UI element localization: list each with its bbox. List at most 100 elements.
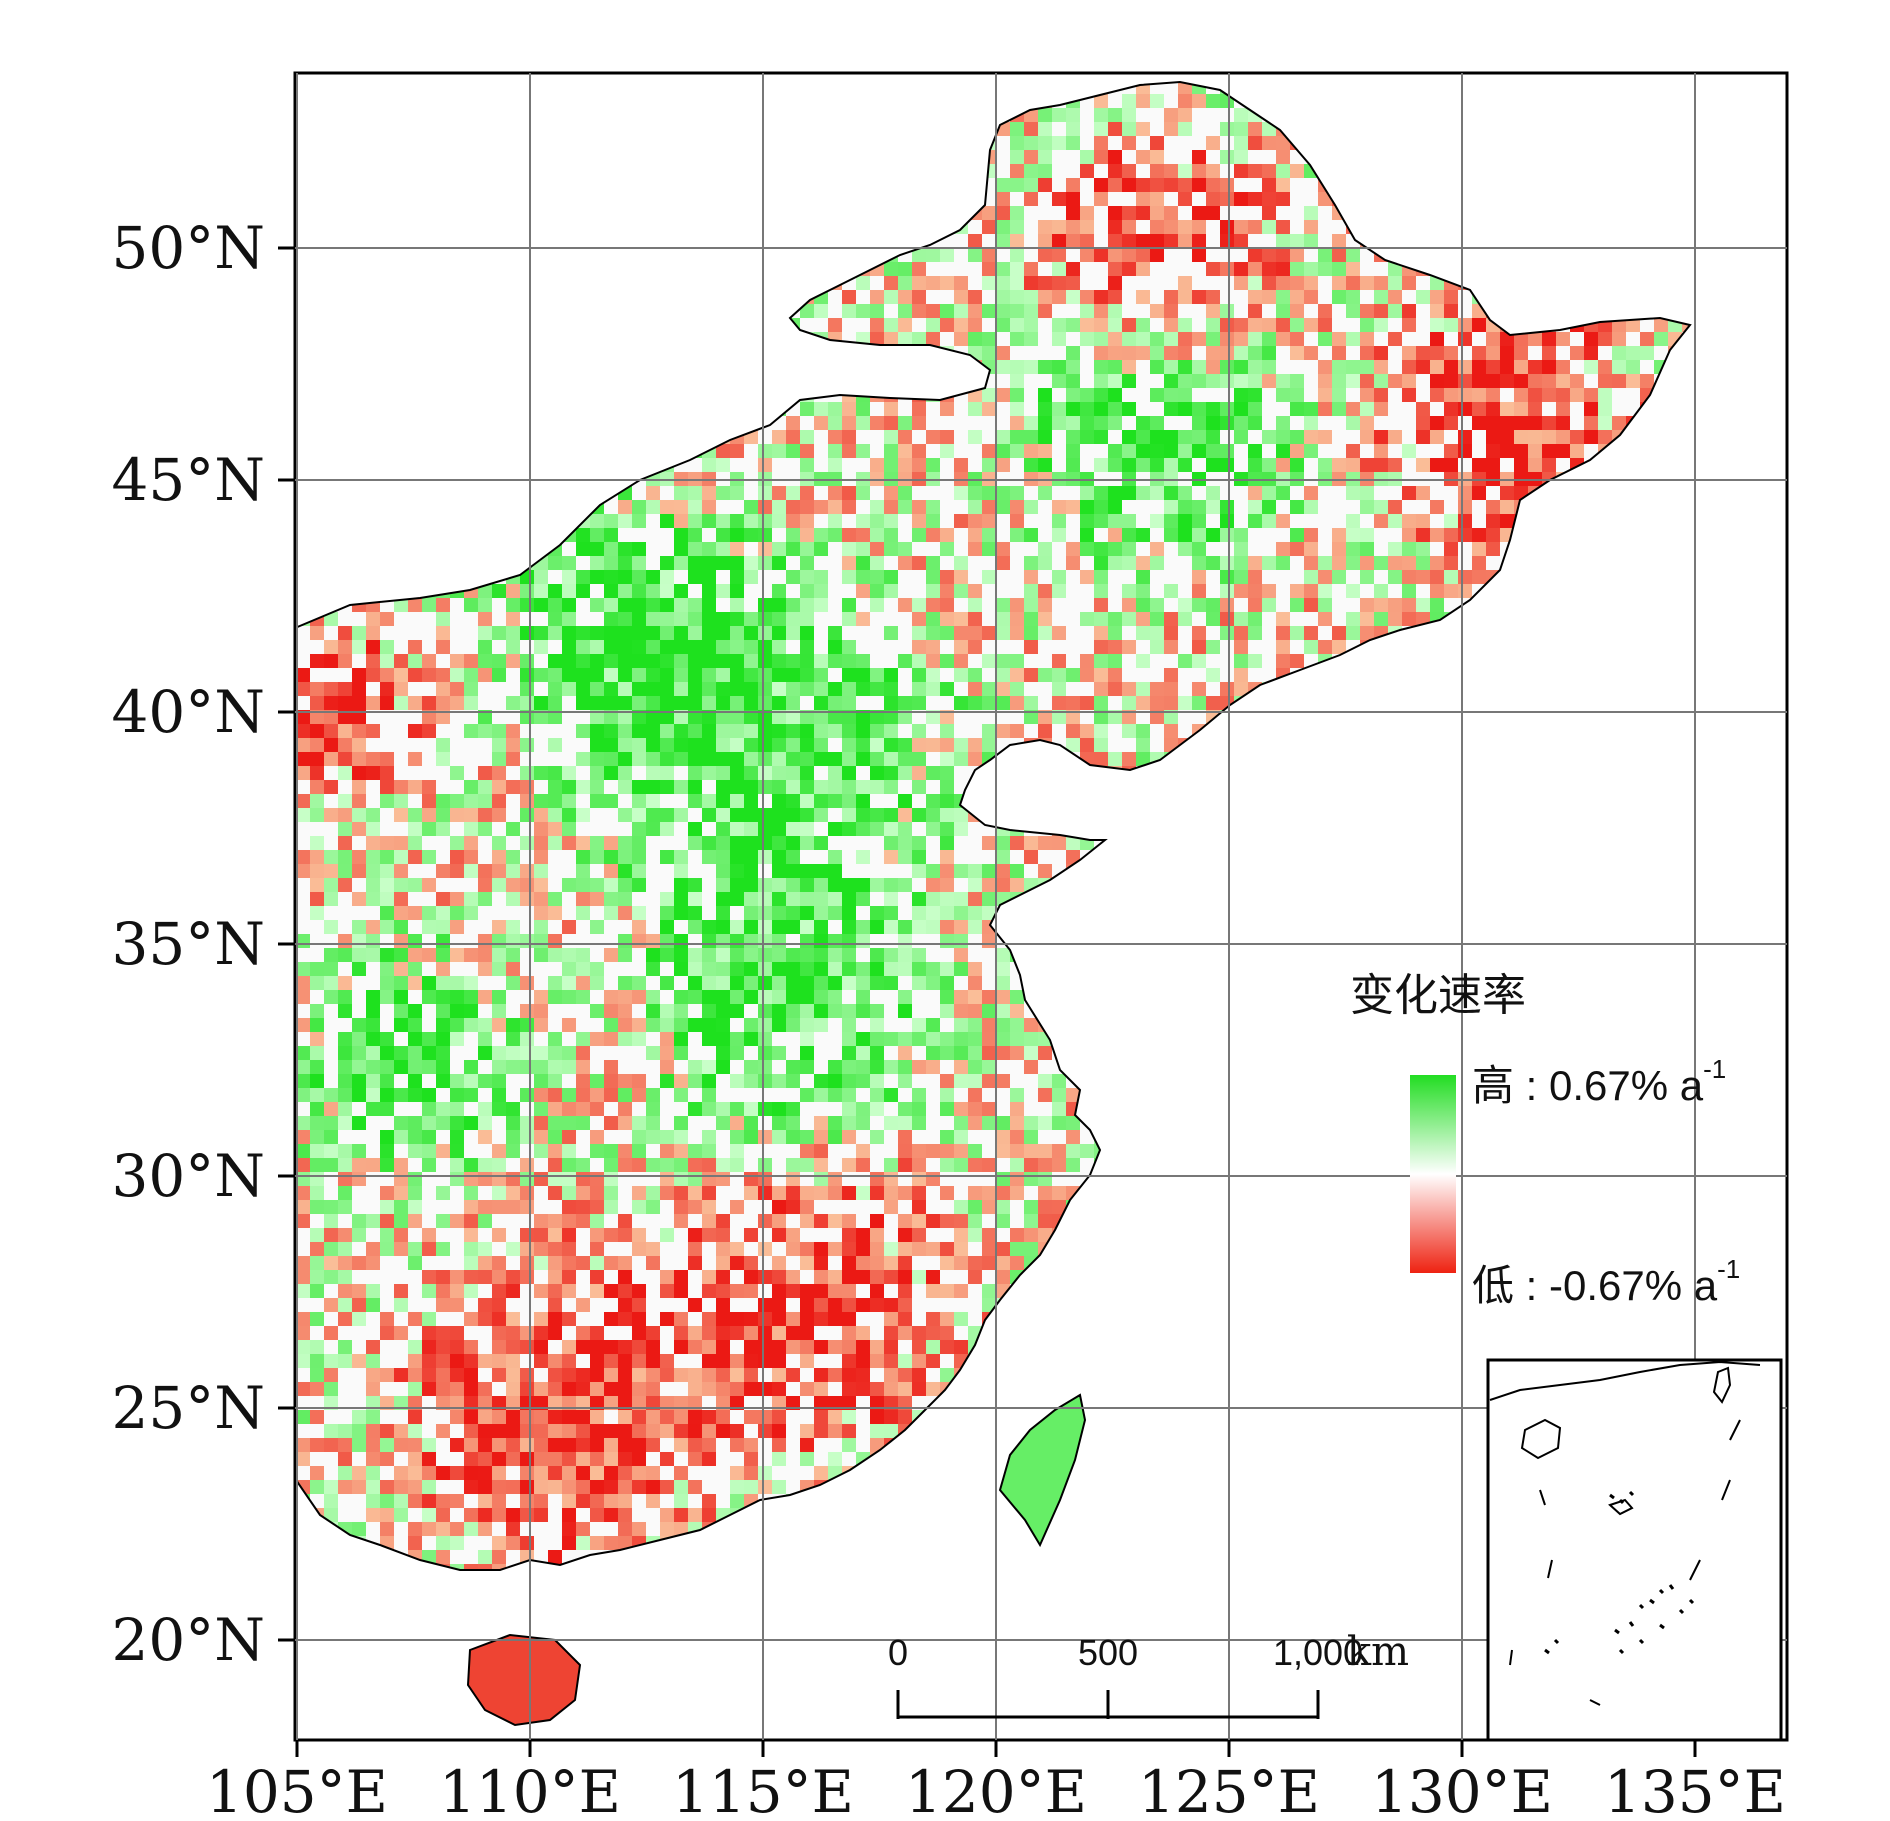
raster-cell [1206,402,1220,416]
raster-cell [772,458,786,472]
raster-cell [1234,514,1248,528]
raster-cell [1024,668,1038,682]
raster-cell [1458,570,1472,584]
raster-cell [786,682,800,696]
raster-cell [1164,262,1178,276]
raster-cell [1248,122,1262,136]
raster-cell [1486,388,1500,402]
raster-cell [1332,276,1346,290]
raster-cell [1360,402,1374,416]
raster-cell [996,626,1010,640]
raster-cell [1472,430,1486,444]
raster-cell [870,724,884,738]
raster-cell [1276,612,1290,626]
raster-cell [338,668,352,682]
raster-cell [380,682,394,696]
raster-cell [646,528,660,542]
raster-cell [786,766,800,780]
raster-cell [1486,416,1500,430]
raster-cell [968,416,982,430]
raster-cell [758,570,772,584]
raster-cell [744,486,758,500]
raster-cell [1248,178,1262,192]
raster-cell [1178,416,1192,430]
raster-cell [982,444,996,458]
raster-cell [870,514,884,528]
raster-cell [1066,262,1080,276]
raster-cell [1458,304,1472,318]
raster-cell [1528,444,1542,458]
raster-cell [1416,416,1430,430]
raster-cell [1136,360,1150,374]
raster-cell [870,584,884,598]
raster-cell [1556,388,1570,402]
raster-cell [1150,82,1164,94]
raster-cell [1052,262,1066,276]
raster-cell [674,584,688,598]
raster-cell [1346,612,1360,626]
raster-cell [1010,276,1024,290]
raster-cell [926,542,940,556]
raster-cell [1122,262,1136,276]
raster-cell [1220,248,1234,262]
raster-cell [786,416,800,430]
raster-cell [1248,220,1262,234]
raster-cell [1402,556,1416,570]
raster-cell [338,626,352,640]
raster-cell [884,598,898,612]
raster-cell [1402,290,1416,304]
raster-cell [1164,584,1178,598]
raster-cell [660,654,674,668]
raster-cell [422,752,436,766]
raster-cell [1164,710,1178,724]
raster-cell [1374,444,1388,458]
raster-cell [632,682,646,696]
raster-cell [1066,584,1080,598]
raster-cell [1094,374,1108,388]
raster-cell [1374,486,1388,500]
raster-cell [1122,430,1136,444]
raster-cell [1010,584,1024,598]
raster-cell [1388,318,1402,332]
raster-cell [464,668,478,682]
raster-cell [1094,430,1108,444]
raster-cell [1262,486,1276,500]
raster-cell [1192,150,1206,164]
raster-cell [1094,164,1108,178]
raster-cell [1108,696,1122,710]
raster-cell [1178,150,1192,164]
raster-cell [520,752,534,766]
raster-cell [646,542,660,556]
raster-cell [800,542,814,556]
raster-cell [1388,528,1402,542]
raster-cell [296,738,310,752]
raster-cell [982,640,996,654]
raster-cell [1248,360,1262,374]
raster-cell [1220,626,1234,640]
raster-cell [744,570,758,584]
raster-cell [828,570,842,584]
raster-cell [1346,528,1360,542]
raster-cell [1080,486,1094,500]
raster-cell [954,402,968,416]
raster-cell [744,626,758,640]
raster-cell [422,696,436,710]
raster-cell [1206,164,1220,178]
raster-cell [716,710,730,724]
raster-cell [1444,416,1458,430]
raster-cell [1010,164,1024,178]
raster-cell [1108,304,1122,318]
raster-cell [856,640,870,654]
raster-cell [1094,122,1108,136]
raster-cell [1052,276,1066,290]
raster-cell [1150,164,1164,178]
raster-cell [1150,416,1164,430]
raster-cell [1136,332,1150,346]
raster-cell [1430,458,1444,472]
raster-cell [1066,192,1080,206]
raster-cell [576,710,590,724]
raster-cell [1052,696,1066,710]
raster-cell [772,710,786,724]
raster-cell [1164,542,1178,556]
raster-cell [856,458,870,472]
